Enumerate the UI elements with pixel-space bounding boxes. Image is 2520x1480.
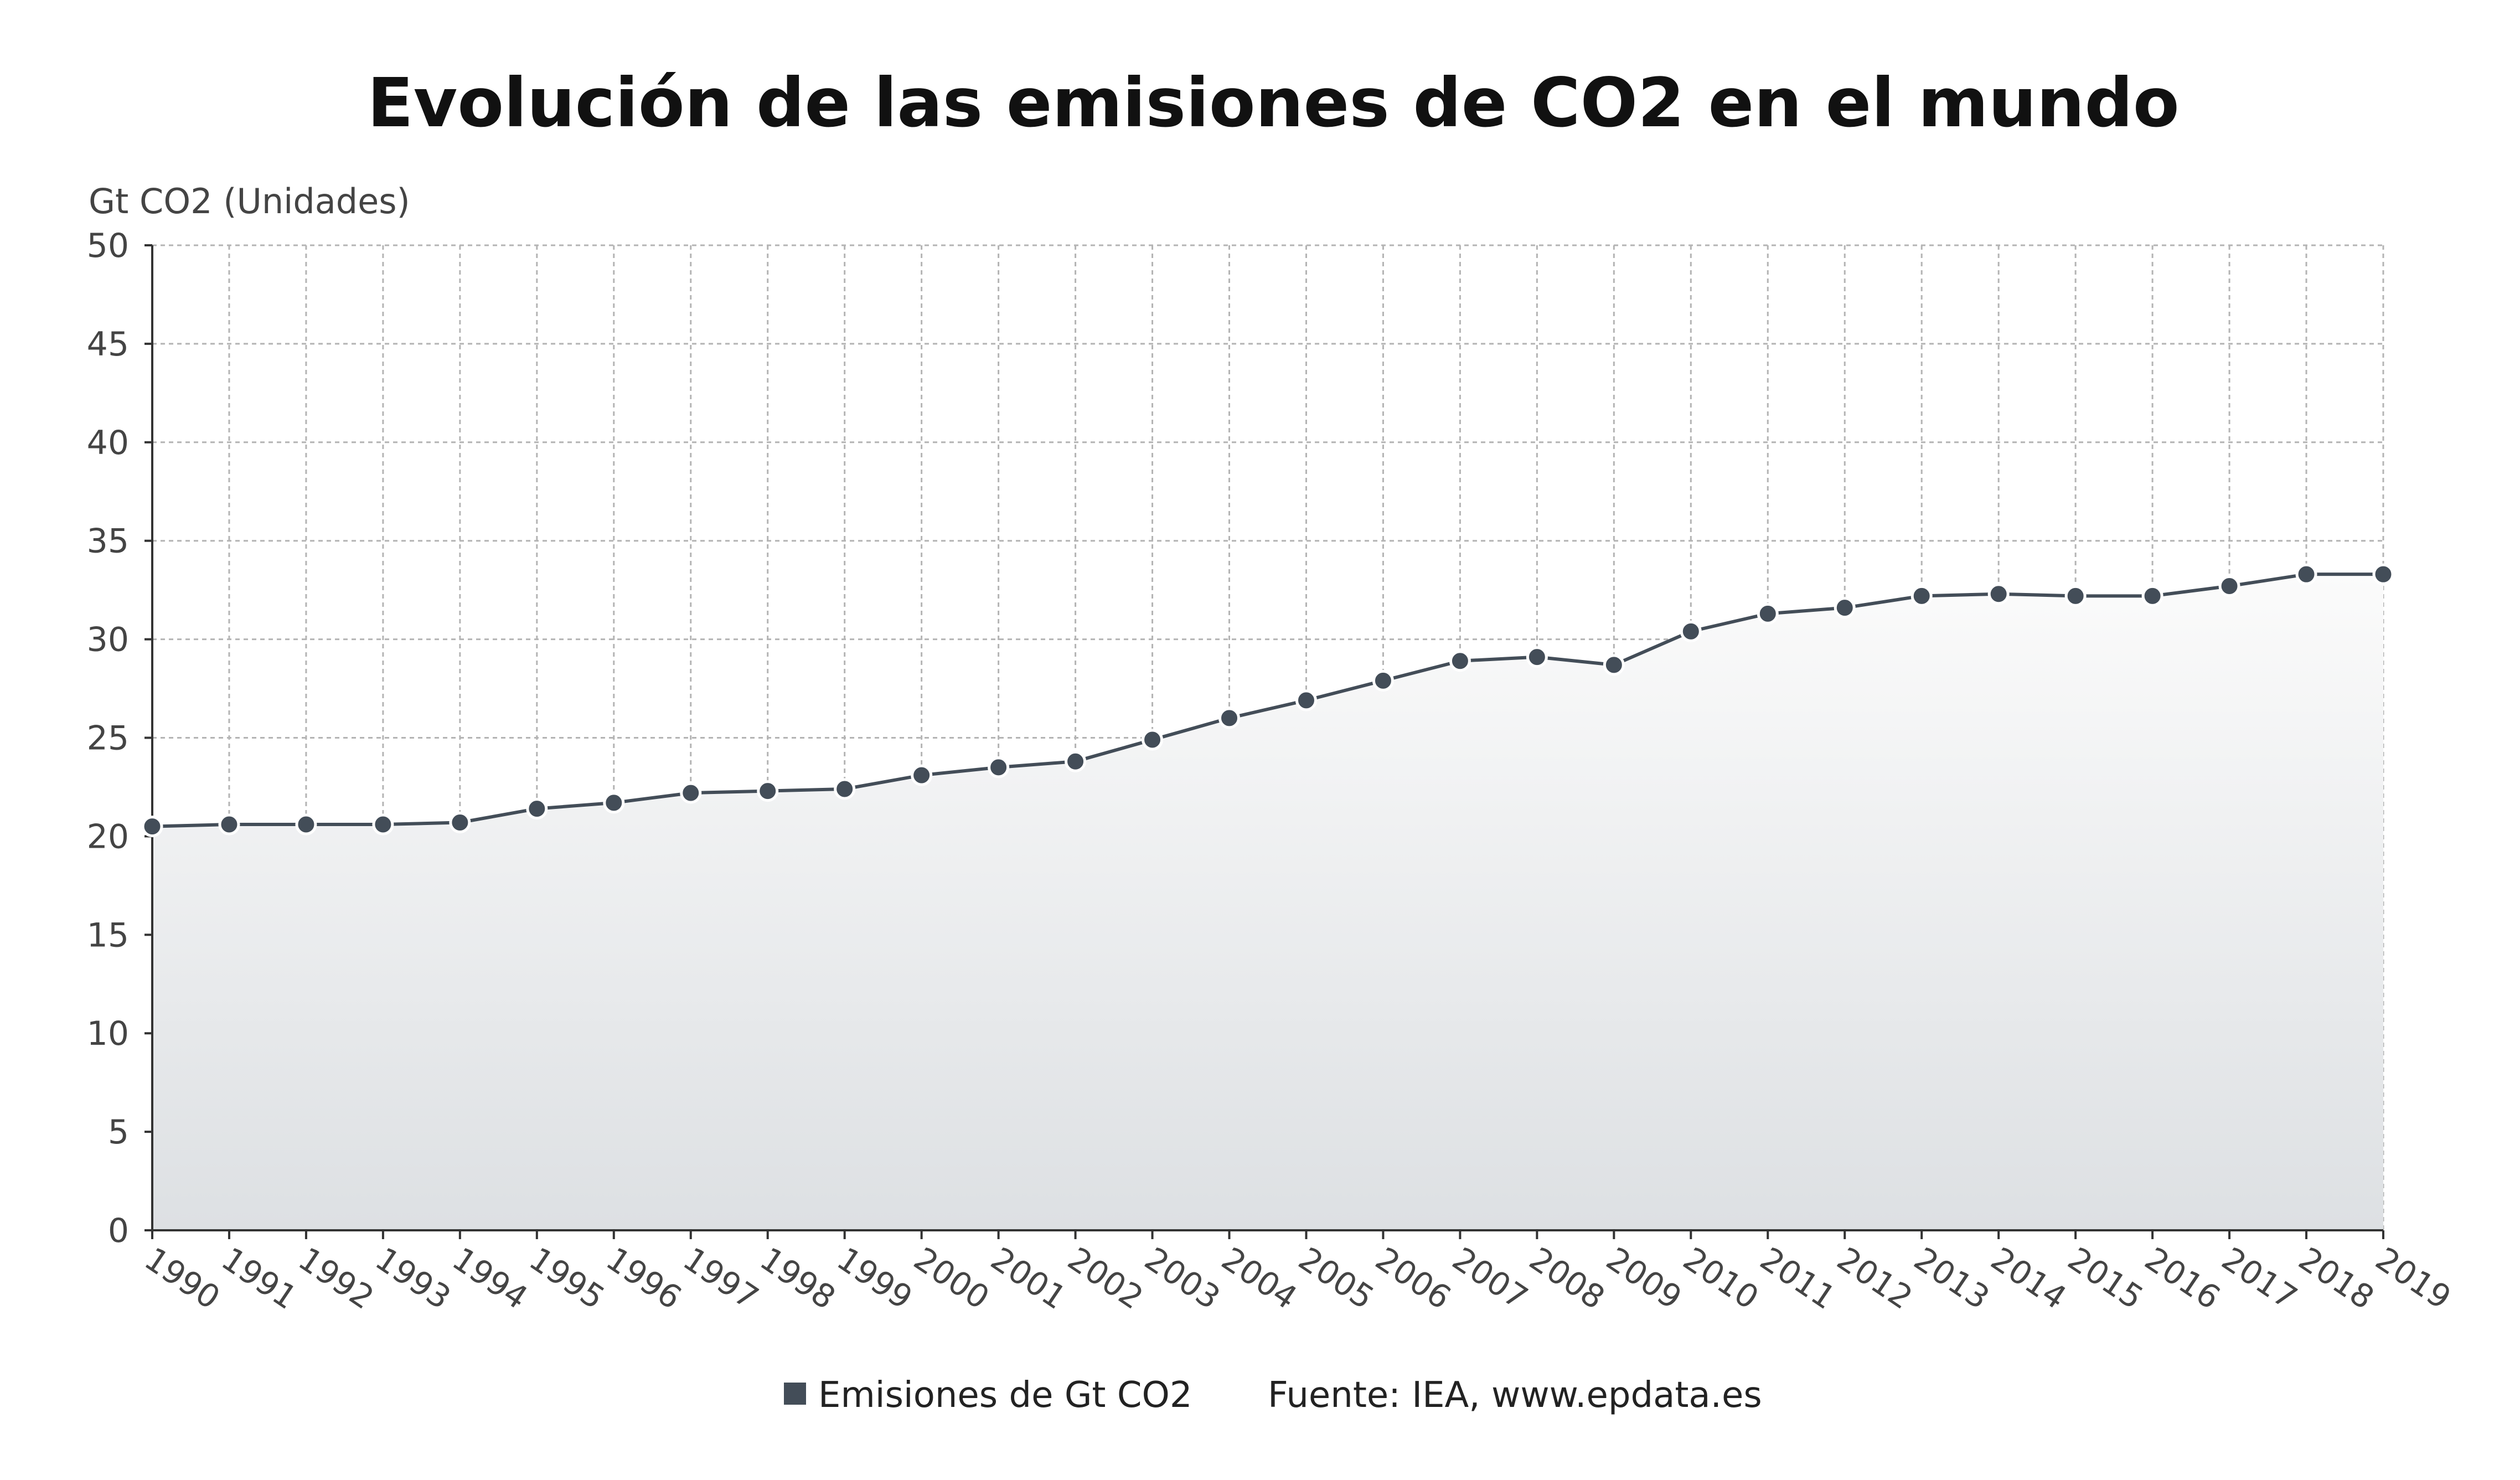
axes xyxy=(144,244,2384,1239)
legend-series-label: Emisiones de Gt CO2 xyxy=(818,1375,1192,1416)
y-tick-label: 40 xyxy=(87,424,129,462)
series-area xyxy=(152,574,2383,1230)
y-tick-label: 25 xyxy=(87,719,129,758)
data-point xyxy=(2064,585,2087,607)
data-point xyxy=(1295,689,1317,711)
x-tick-label: 2003 xyxy=(1138,1240,1227,1317)
x-tick-label: 1997 xyxy=(677,1240,765,1317)
x-tick-label: 2019 xyxy=(2369,1240,2457,1317)
x-tick-label: 2007 xyxy=(1446,1240,1535,1317)
y-tick-label: 5 xyxy=(108,1113,129,1152)
x-tick-label: 2011 xyxy=(1753,1240,1842,1317)
y-tick-label: 0 xyxy=(108,1211,129,1250)
data-point xyxy=(1142,729,1164,751)
x-tick-label: 2006 xyxy=(1369,1240,1458,1317)
x-tick-label: 1998 xyxy=(753,1240,842,1317)
x-tick-label: 2016 xyxy=(2138,1240,2227,1317)
x-tick-label: 2012 xyxy=(1830,1240,1919,1317)
x-tick-label: 1996 xyxy=(600,1240,688,1317)
x-tick-label: 2014 xyxy=(1984,1240,2073,1317)
x-tick-label: 1992 xyxy=(292,1240,380,1317)
data-point xyxy=(1526,646,1548,668)
x-tick-label: 2013 xyxy=(1907,1240,1996,1317)
x-tick-label: 2004 xyxy=(1215,1240,1304,1317)
y-tick-label: 50 xyxy=(87,226,129,265)
legend-swatch xyxy=(784,1383,806,1405)
x-tick-label: 2009 xyxy=(1600,1240,1688,1317)
x-tick-label: 1993 xyxy=(369,1240,457,1317)
data-point xyxy=(372,813,394,836)
data-point xyxy=(911,764,933,786)
y-tick-label: 35 xyxy=(87,522,129,561)
x-tick-label: 1995 xyxy=(523,1240,611,1317)
data-point xyxy=(1065,750,1087,772)
data-point xyxy=(1757,602,1779,625)
data-point xyxy=(603,792,625,814)
data-point xyxy=(141,816,163,838)
data-point xyxy=(834,778,856,800)
x-tick-label: 1994 xyxy=(446,1240,534,1317)
x-tick-label: 2018 xyxy=(2292,1240,2380,1317)
legend: Emisiones de Gt CO2 Fuente: IEA, www.epd… xyxy=(784,1375,1762,1416)
x-tick-label: 1990 xyxy=(138,1240,226,1317)
data-point xyxy=(988,756,1010,778)
series-line xyxy=(152,573,2383,828)
data-point xyxy=(1449,650,1471,672)
data-point xyxy=(295,813,317,836)
data-point xyxy=(1987,583,2010,605)
data-point xyxy=(680,782,702,804)
x-tick-label: 2010 xyxy=(1676,1240,1765,1317)
x-tick-label: 2008 xyxy=(1523,1240,1612,1317)
data-point xyxy=(449,811,471,833)
chart-title: Evolución de las emisiones de CO2 en el … xyxy=(367,64,2179,142)
x-tick-label: 2015 xyxy=(2061,1240,2150,1317)
x-tick-label: 1999 xyxy=(830,1240,919,1317)
data-point xyxy=(2141,585,2163,607)
data-point xyxy=(218,813,240,836)
y-tick-label: 20 xyxy=(87,817,129,856)
data-point xyxy=(2372,563,2394,585)
data-point xyxy=(2218,575,2240,597)
x-tick-label: 2002 xyxy=(1061,1240,1150,1317)
x-tick-label: 2001 xyxy=(984,1240,1073,1317)
data-point xyxy=(1603,654,1625,676)
data-point xyxy=(2295,563,2317,585)
x-tick-label: 2005 xyxy=(1292,1240,1381,1317)
y-tick-label: 45 xyxy=(87,325,129,364)
source-text: Fuente: IEA, www.epdata.es xyxy=(1268,1375,1762,1416)
y-tick-labels: 0 5 10 15 20 25 30 35 40 45 50 xyxy=(87,226,129,1250)
data-point xyxy=(526,798,548,820)
y-axis-label: Gt CO2 (Unidades) xyxy=(89,181,410,221)
data-point xyxy=(1372,669,1394,692)
x-tick-label: 2000 xyxy=(907,1240,996,1317)
x-tick-label: 2017 xyxy=(2215,1240,2304,1317)
data-point xyxy=(1218,707,1241,729)
y-tick-label: 15 xyxy=(87,916,129,955)
data-point xyxy=(757,780,779,802)
y-tick-label: 30 xyxy=(87,621,129,659)
data-point xyxy=(1680,620,1702,642)
x-tick-label: 1991 xyxy=(215,1240,303,1317)
y-tick-label: 10 xyxy=(87,1014,129,1053)
x-tick-labels: 1990199119921993199419951996199719981999… xyxy=(138,1240,2457,1317)
series-points xyxy=(141,563,2394,838)
data-point xyxy=(1910,585,1933,607)
data-point xyxy=(1834,597,1856,619)
